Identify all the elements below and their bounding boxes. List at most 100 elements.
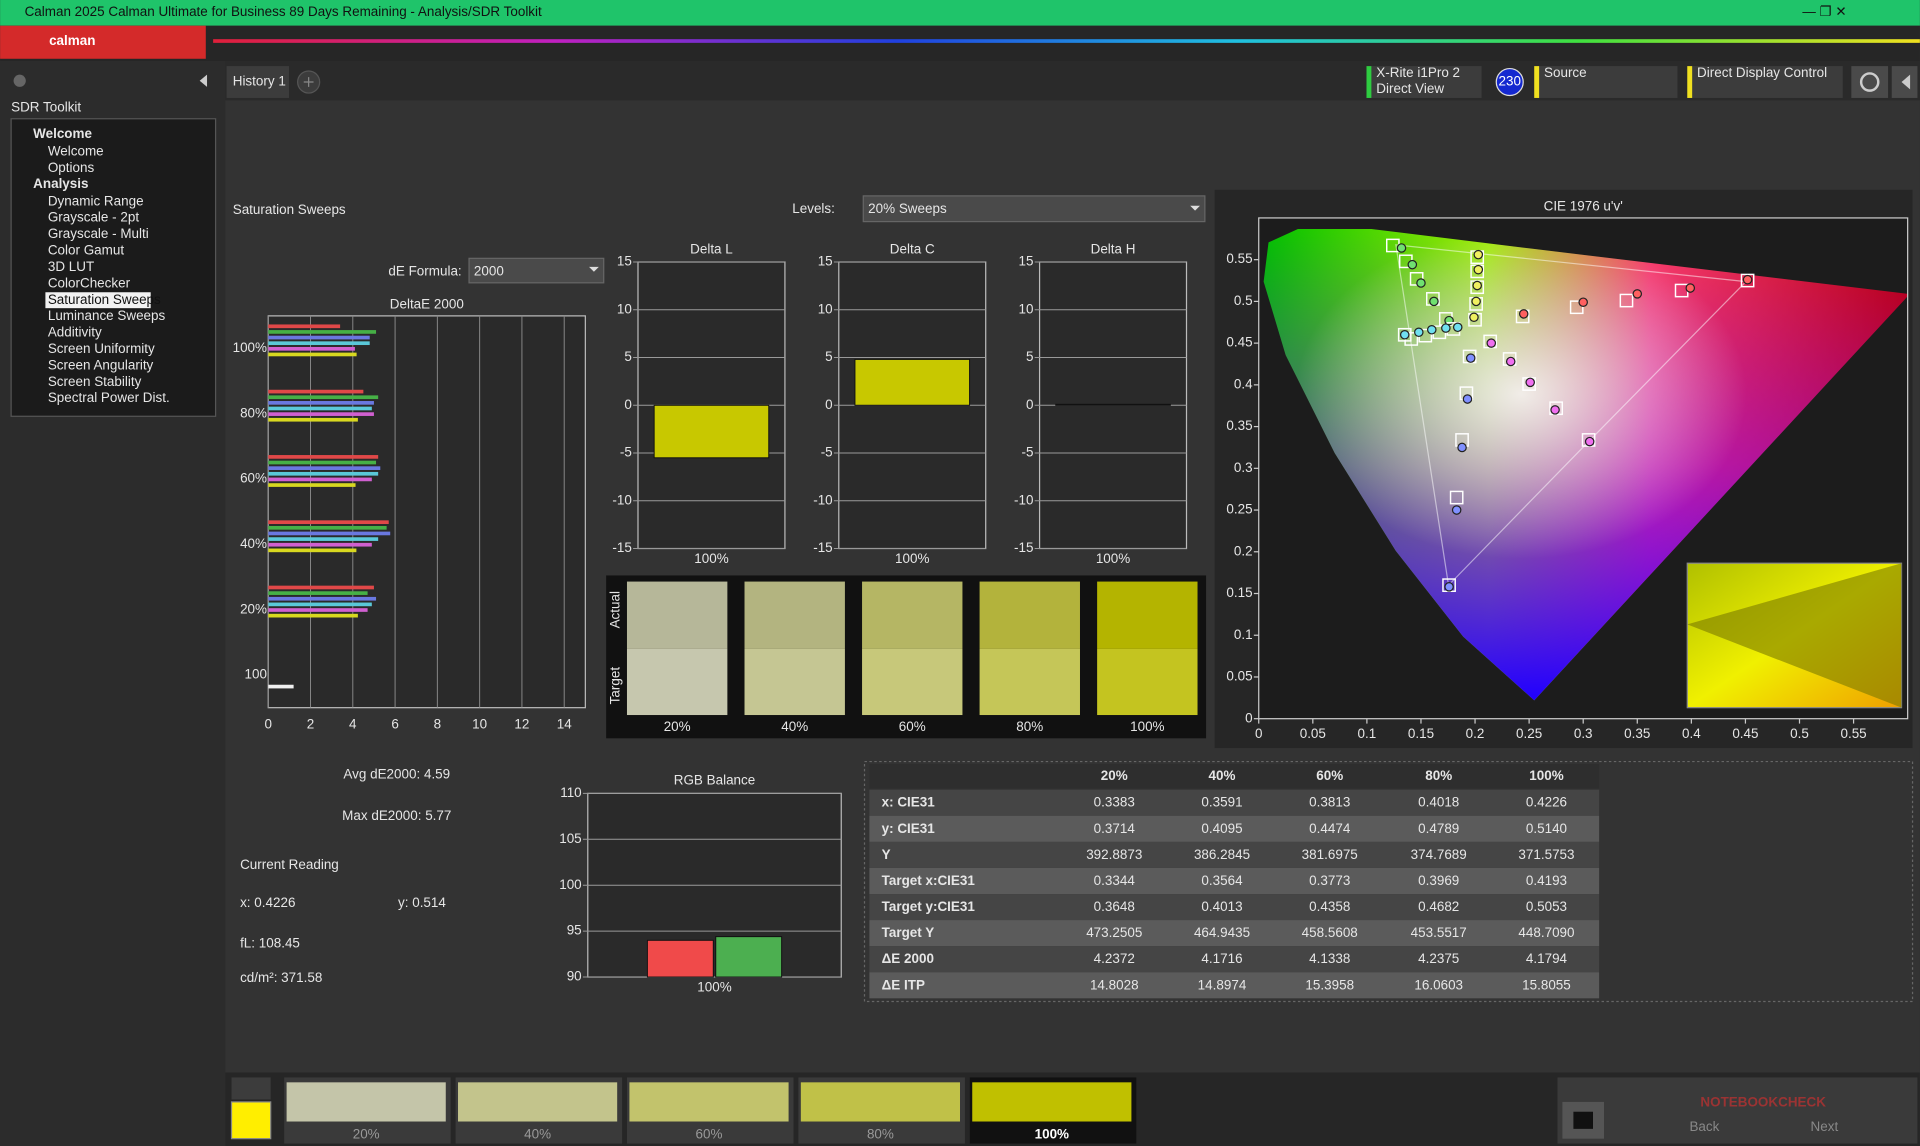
formula-dropdown[interactable] (468, 257, 605, 284)
measured-marker (1584, 436, 1595, 447)
cell: 473.2505 (1086, 925, 1142, 940)
x-tick-label: 0 (264, 716, 271, 731)
tree-item[interactable]: Color Gamut (48, 243, 125, 258)
cell: 0.3591 (1201, 795, 1242, 810)
measured-marker (1505, 356, 1516, 367)
bar (268, 341, 370, 346)
cell: 0.3648 (1094, 899, 1135, 914)
y-tick-label: -10 (612, 492, 631, 507)
measured-marker (1427, 324, 1437, 335)
cell: 0.4018 (1418, 795, 1459, 810)
y-tick-label: 100% (233, 340, 267, 355)
measured-marker (1457, 442, 1467, 453)
cell: 0.5053 (1526, 899, 1567, 914)
chart-title: CIE 1976 u'v' (1544, 198, 1623, 213)
tab-label[interactable]: History 1 (233, 74, 286, 89)
footer-label: 100% (1035, 1127, 1069, 1142)
formula-label: dE Formula: (388, 263, 461, 278)
y-tick-label: 10 (617, 301, 632, 316)
tree-group[interactable]: Welcome (33, 126, 92, 141)
gear-icon (1859, 72, 1880, 92)
settings-button[interactable] (1851, 66, 1889, 98)
tree-item[interactable]: Screen Uniformity (48, 341, 155, 356)
formula-value[interactable]: 2000 (474, 263, 504, 278)
footer-label: 20% (353, 1127, 380, 1142)
tree-item[interactable]: Welcome (48, 143, 104, 158)
measured-marker (1525, 377, 1535, 388)
tree-item[interactable]: Dynamic Range (48, 193, 144, 208)
tree-item[interactable]: ColorChecker (48, 275, 131, 290)
tree-item[interactable]: Additivity (48, 325, 102, 340)
swatch-label: 60% (899, 719, 926, 734)
measured-marker (1399, 330, 1410, 340)
cell: 0.4682 (1418, 899, 1459, 914)
cell: 0.3344 (1094, 873, 1136, 888)
bar (268, 602, 372, 607)
avg-de: Avg dE2000: 4.59 (343, 767, 450, 782)
menu-bar (0, 25, 1920, 62)
chart-title: RGB Balance (674, 773, 756, 788)
tree-item[interactable]: Screen Angularity (48, 357, 154, 372)
column-header: 20% (1101, 768, 1128, 783)
collapse-icon[interactable] (199, 74, 208, 87)
tree-item[interactable]: Spectral Power Dist. (48, 390, 170, 405)
badge[interactable] (1495, 67, 1524, 97)
table-row (869, 815, 1600, 842)
display-box[interactable] (1687, 66, 1843, 98)
bar (268, 346, 355, 351)
target-swatch (626, 648, 728, 716)
cell: 392.8873 (1086, 847, 1142, 862)
row-label: ΔE ITP (882, 977, 925, 992)
up-button[interactable] (231, 1077, 271, 1100)
sidebar-title: SDR Toolkit (11, 99, 81, 114)
measured-marker (1465, 353, 1476, 363)
bar (268, 471, 379, 476)
max-de: Max dE2000: 5.77 (342, 808, 451, 823)
reading-fl: fL: 108.45 (240, 936, 300, 951)
back-button[interactable]: Back (1689, 1119, 1719, 1134)
tree-item[interactable]: Grayscale - 2pt (48, 210, 139, 225)
tree-item[interactable]: 3D LUT (48, 259, 94, 274)
meter-box[interactable] (1366, 66, 1482, 98)
target-swatch (979, 648, 1080, 716)
source-label: Source (1544, 65, 1587, 80)
bar (268, 455, 379, 459)
tree-group[interactable]: Analysis (33, 176, 88, 191)
tree-item[interactable]: Saturation Sweeps (48, 292, 161, 307)
actual-swatch (979, 581, 1080, 649)
tree-item[interactable]: Grayscale - Multi (48, 226, 149, 241)
target-color (230, 1101, 272, 1140)
next-button[interactable]: Next (1811, 1119, 1839, 1134)
tree-item[interactable]: Options (48, 160, 95, 175)
bar (268, 324, 341, 329)
bar (268, 591, 368, 595)
reading-y: y: 0.514 (398, 895, 446, 910)
x-tick-label: 100% (697, 980, 731, 995)
tree-item[interactable]: Luminance Sweeps (48, 308, 166, 323)
y-tick-label: -5 (821, 445, 833, 460)
column-header: 60% (1316, 768, 1343, 783)
tree-item[interactable]: Screen Stability (48, 374, 142, 389)
x-tick-label: 14 (557, 716, 572, 731)
levels-dropdown[interactable] (862, 195, 1206, 223)
tab[interactable] (226, 66, 290, 98)
bar (268, 585, 374, 590)
measured-marker (1486, 338, 1497, 348)
logo-box[interactable] (0, 25, 206, 59)
watermark: NOTEBOOKCHECK (1700, 1095, 1826, 1110)
cell: 14.8974 (1198, 977, 1247, 992)
nav-buttons[interactable] (1557, 1077, 1918, 1144)
source-box[interactable] (1534, 66, 1678, 98)
y-tick-label: -5 (620, 445, 632, 460)
footer-swatch (458, 1082, 618, 1122)
pin-icon[interactable] (13, 74, 26, 87)
cell: 16.0603 (1414, 977, 1463, 992)
y-tick-label: 0 (624, 397, 631, 412)
measured-marker (1414, 327, 1424, 338)
window-controls[interactable]: — ❐ ✕ (1802, 4, 1846, 19)
levels-value[interactable]: 20% Sweeps (868, 201, 947, 216)
x-tick-label: 0.25 (1516, 726, 1542, 741)
logo[interactable]: calman (49, 33, 95, 48)
swatch-label: 80% (1016, 719, 1043, 734)
